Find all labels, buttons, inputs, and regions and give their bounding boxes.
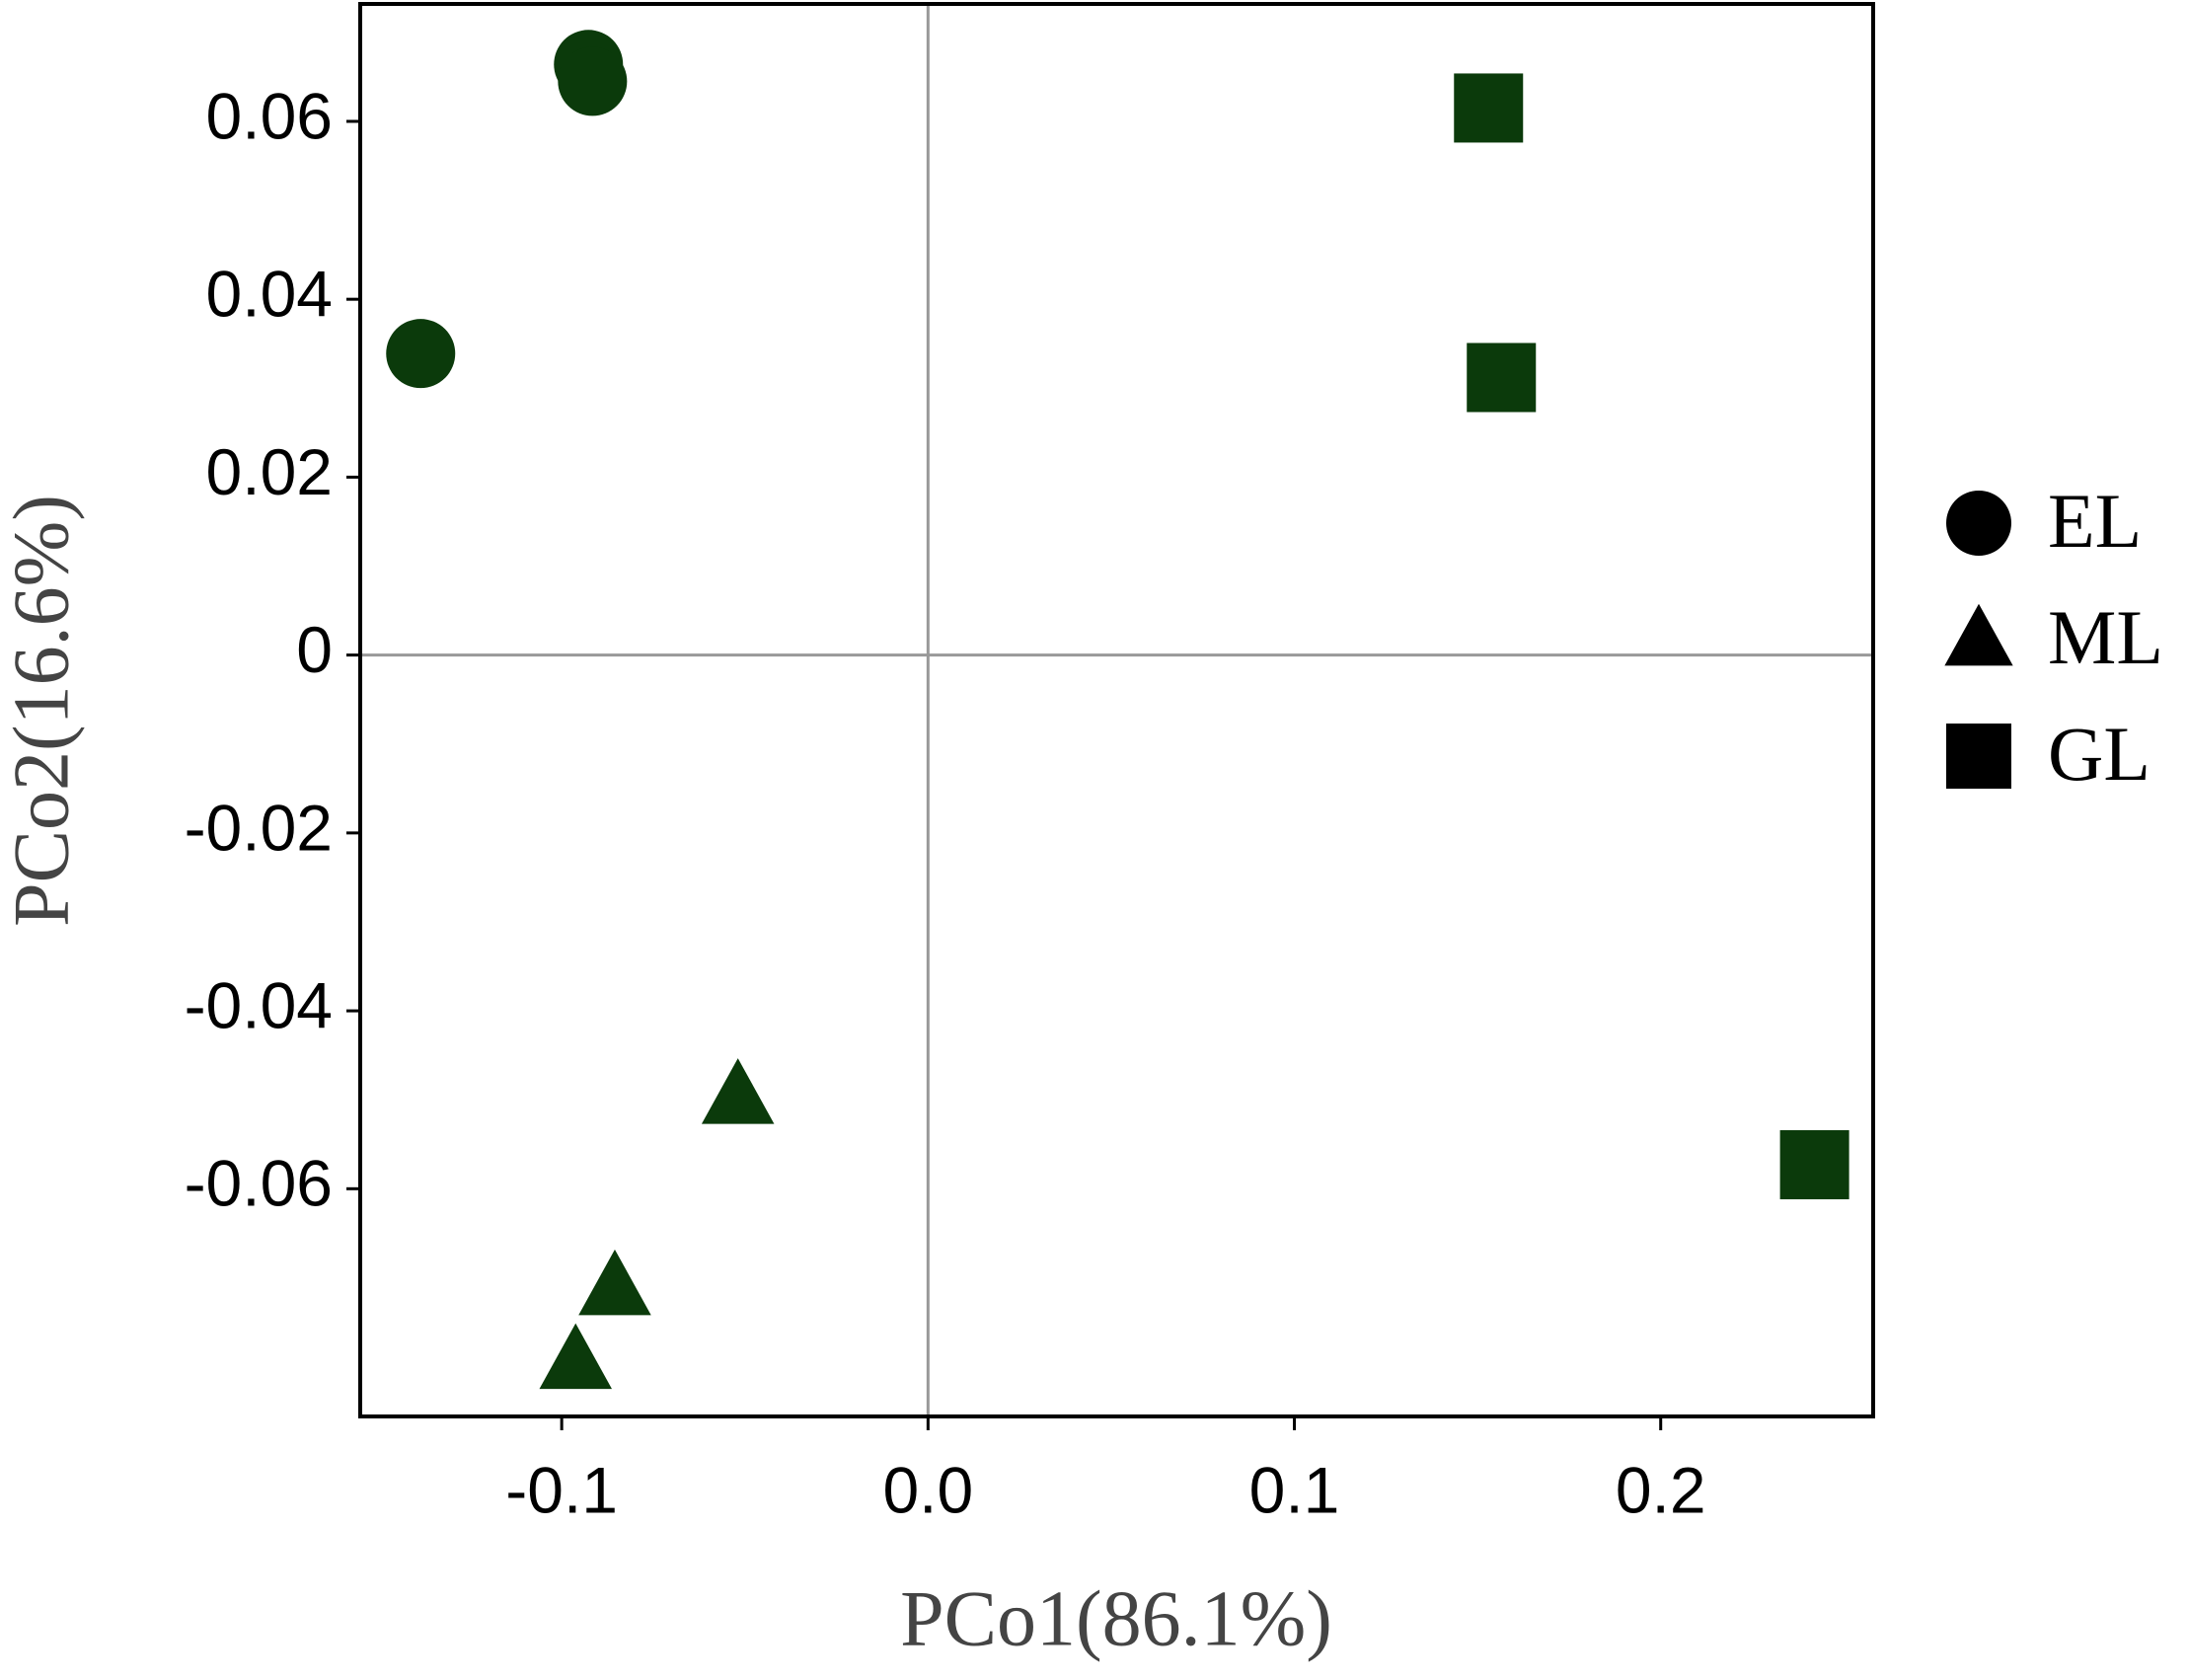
x-tick-label: 0.2	[1616, 1453, 1706, 1526]
y-tick-label: 0.06	[206, 79, 333, 152]
y-tick-label: 0.02	[206, 435, 333, 508]
point	[1467, 343, 1537, 413]
y-axis-label: PCo2(16.6%)	[0, 495, 85, 927]
point	[578, 1249, 651, 1316]
point	[701, 1058, 775, 1124]
y-tick-label: -0.02	[185, 791, 333, 864]
y-tick-label: 0	[296, 613, 333, 686]
x-tick-label: 0.1	[1249, 1453, 1340, 1526]
legend-marker	[1946, 491, 2011, 556]
y-tick-label: 0.04	[206, 258, 333, 331]
legend-marker	[1946, 724, 2011, 789]
x-tick-label: 0.0	[882, 1453, 973, 1526]
legend-label: GL	[2048, 711, 2150, 797]
point	[558, 46, 628, 116]
legend-label: EL	[2048, 478, 2142, 564]
point	[386, 319, 456, 389]
legend-label: ML	[2048, 594, 2163, 680]
point	[1779, 1129, 1849, 1199]
y-tick-label: -0.06	[185, 1147, 333, 1220]
legend-marker	[1944, 603, 2013, 666]
x-tick-label: -0.1	[505, 1453, 618, 1526]
point	[1454, 73, 1524, 143]
x-axis-label: PCo1(86.1%)	[900, 1575, 1332, 1662]
point	[539, 1323, 613, 1390]
plot-frame	[358, 2, 1875, 1418]
y-tick-label: -0.04	[185, 969, 333, 1042]
